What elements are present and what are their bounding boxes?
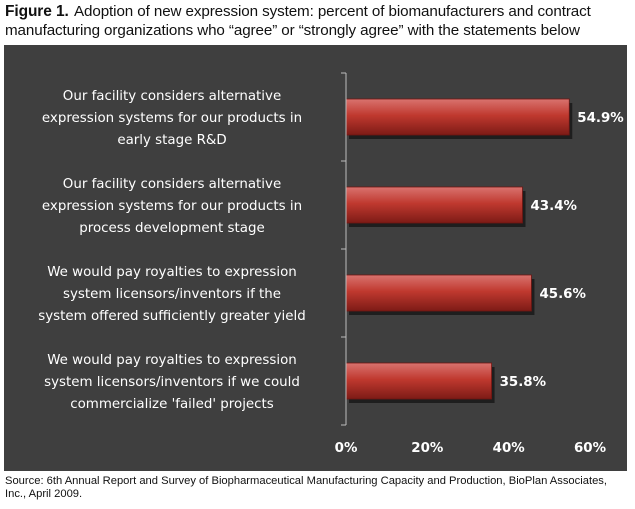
category-label-line: Our facility considers alternative [63, 89, 281, 104]
category-label-line: commercialize 'failed' projects [70, 397, 274, 412]
bar-value-label: 35.8% [500, 375, 546, 390]
source-note: Source: 6th Annual Report and Survey of … [5, 475, 607, 500]
bar-value-label: 45.6% [539, 287, 585, 302]
bar-chart: 54.9% Our facility considers alternative e… [38, 72, 624, 456]
bar [345, 98, 570, 136]
category-label-line: We would pay royalties to expression [47, 265, 297, 280]
category-label-line: expression systems for our products in [42, 199, 302, 214]
chart-panel: 54.9% Our facility considers alternative e… [4, 45, 627, 471]
category-label: We would pay royalties to expression syst… [38, 265, 305, 324]
figure-label: Figure 1. [5, 3, 69, 20]
category-label-line: expression systems for our products in [42, 111, 302, 126]
category-label: Our facility considers alternative expres… [42, 177, 302, 236]
x-tick-label: 20% [411, 441, 443, 456]
x-tick-label: 40% [493, 441, 525, 456]
bar [345, 274, 532, 312]
category-label-line: system licensors/inventors if we could [44, 375, 300, 390]
category-label-line: system offered sufficiently greater yiel… [38, 309, 305, 324]
bar [345, 186, 523, 224]
x-tick-label: 60% [574, 441, 606, 456]
category-label: Our facility considers alternative expres… [42, 89, 302, 148]
bar [345, 362, 492, 400]
category-label: We would pay royalties to expression syst… [44, 353, 300, 412]
category-label-line: system licensors/inventors if the [63, 287, 281, 302]
category-label-line: process development stage [79, 221, 264, 236]
category-label-line: Our facility considers alternative [63, 177, 281, 192]
x-tick-label: 0% [335, 441, 358, 456]
category-label-line: early stage R&D [117, 133, 226, 148]
figure-caption-text: Adoption of new expression system: perce… [5, 3, 591, 39]
bar-value-label: 54.9% [577, 111, 623, 126]
bar-value-label: 43.4% [530, 199, 576, 214]
figure-caption: Figure 1. Adoption of new expression sys… [5, 2, 633, 40]
category-label-line: We would pay royalties to expression [47, 353, 297, 368]
